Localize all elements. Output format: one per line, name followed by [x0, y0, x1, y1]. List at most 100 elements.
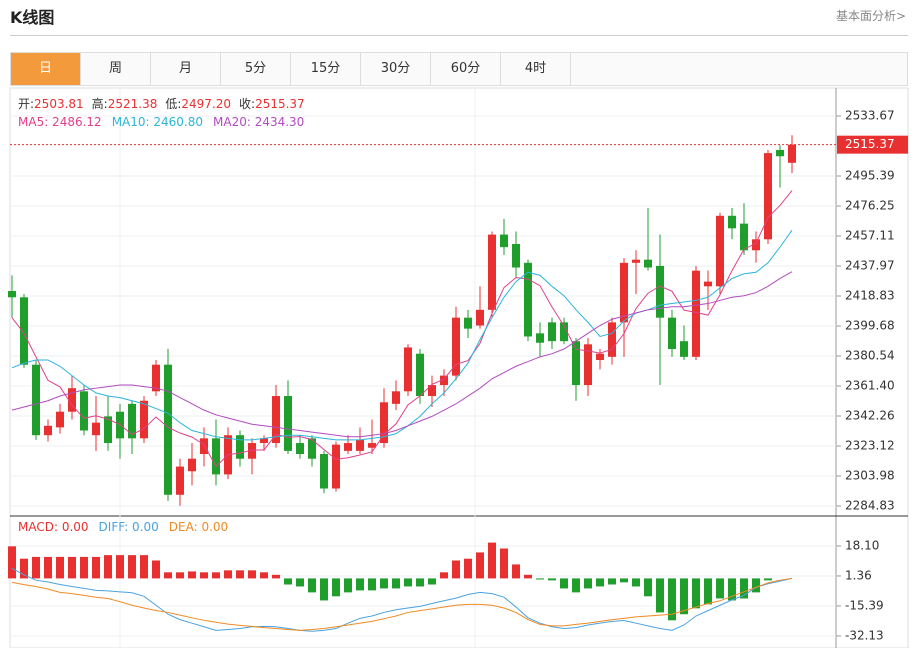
y-tick-label: 18.10 [845, 538, 879, 552]
candle-body [68, 388, 76, 412]
macd-bar [548, 578, 556, 581]
tab[interactable]: 15分 [291, 53, 361, 85]
macd-bar [116, 555, 124, 579]
candle-body [644, 259, 652, 268]
macd-bar [104, 555, 112, 579]
candle-body [464, 317, 472, 329]
info-label: 高: [92, 96, 108, 111]
macd-bar [416, 578, 424, 587]
macd-bar [752, 578, 760, 593]
line [11, 190, 793, 468]
macd-bar [404, 578, 412, 587]
macd-bar [620, 578, 628, 583]
tab-bar: 日周月 5分 15分 30分 60分 4时 [10, 52, 908, 86]
candle-body [284, 396, 292, 451]
macd-bar [584, 578, 592, 589]
macd-bar [728, 578, 736, 601]
last-price-box [837, 135, 908, 154]
candle-body [632, 259, 640, 263]
candle-body [572, 341, 580, 386]
macd-bar [332, 578, 340, 597]
macd-bar [248, 570, 256, 579]
y-tick-label: 2399.68 [845, 319, 895, 333]
macd-bar [32, 556, 40, 579]
candle-body [320, 454, 328, 489]
candle-body [164, 364, 172, 495]
macd-bar [92, 556, 100, 579]
y-tick-label: 1.36 [845, 568, 872, 582]
macd-bar [128, 555, 136, 579]
macd-bar [668, 578, 676, 621]
macd-bar [512, 564, 520, 579]
candle-body [476, 309, 484, 326]
macd-bar [260, 572, 268, 579]
candle-body [104, 416, 112, 444]
macd-bar [464, 558, 472, 579]
line [11, 271, 793, 438]
candle-body [680, 341, 688, 357]
macd-bar [656, 578, 664, 613]
tab[interactable]: 4时 [501, 53, 571, 85]
line [11, 567, 793, 632]
tab[interactable]: 30分 [361, 53, 431, 85]
macd-bar [500, 548, 508, 579]
candle-body [380, 402, 388, 444]
candle-body [392, 391, 400, 404]
macd-bar [272, 574, 280, 579]
y-tick-label: -32.13 [845, 628, 884, 642]
candle-body [560, 322, 568, 342]
candle-body [56, 411, 64, 428]
y-tick-label: 2495.39 [845, 168, 895, 182]
candle-body [488, 234, 496, 310]
macd-bar [764, 578, 772, 581]
candle-body [140, 400, 148, 439]
macd-bar [284, 578, 292, 585]
candle-body [452, 317, 460, 376]
tab[interactable]: 周 [81, 53, 151, 85]
y-tick-label: 2476.25 [845, 198, 895, 212]
legend-entry: MA10: 2460.80 [112, 115, 203, 129]
macd-bar [212, 572, 220, 579]
tab[interactable]: 5分 [221, 53, 291, 85]
macd-bar [320, 578, 328, 601]
divider [10, 35, 908, 36]
candle-body [500, 234, 508, 248]
candle-body [272, 396, 280, 444]
candle-body [428, 385, 436, 397]
macd-bar [68, 556, 76, 579]
candle-body [236, 435, 244, 459]
macd-bar [152, 560, 160, 579]
info-value: 2515.37 [255, 97, 305, 111]
ohlc-info: 开:2503.81 高:2521.38 低:2497.20 收:2515.37 [18, 96, 305, 111]
macd-bar [632, 578, 640, 587]
candle-body [8, 291, 16, 298]
last-price-label: 2515.37 [845, 137, 895, 151]
page-title: K线图 [10, 8, 55, 27]
candle-body [440, 375, 448, 386]
macd-bar [704, 578, 712, 605]
macd-bar [428, 578, 436, 585]
macd-legend: MACD: 0.00 DIFF: 0.00 DEA: 0.00 [18, 520, 228, 534]
macd-bar [692, 578, 700, 609]
macd-bar [524, 574, 532, 579]
tab[interactable]: 日 [11, 53, 81, 85]
y-tick-label: 2418.83 [845, 288, 895, 302]
info-label: 收: [239, 97, 255, 111]
candle-body [200, 438, 208, 455]
candle-body [584, 344, 592, 386]
analysis-link[interactable]: 基本面分析> [835, 9, 906, 23]
legend-entry: MA20: 2434.30 [213, 115, 304, 129]
candle-body [32, 364, 40, 436]
candle-body [260, 438, 268, 444]
candle-body [548, 322, 556, 342]
macd-bar [296, 578, 304, 587]
candle-body [92, 422, 100, 436]
candle-body [764, 153, 772, 240]
tab[interactable]: 月 [151, 53, 221, 85]
macd-bar [716, 578, 724, 599]
macd-bar [740, 578, 748, 599]
macd-bar [560, 578, 568, 589]
tab[interactable]: 60分 [431, 53, 501, 85]
macd-bar [8, 546, 16, 579]
